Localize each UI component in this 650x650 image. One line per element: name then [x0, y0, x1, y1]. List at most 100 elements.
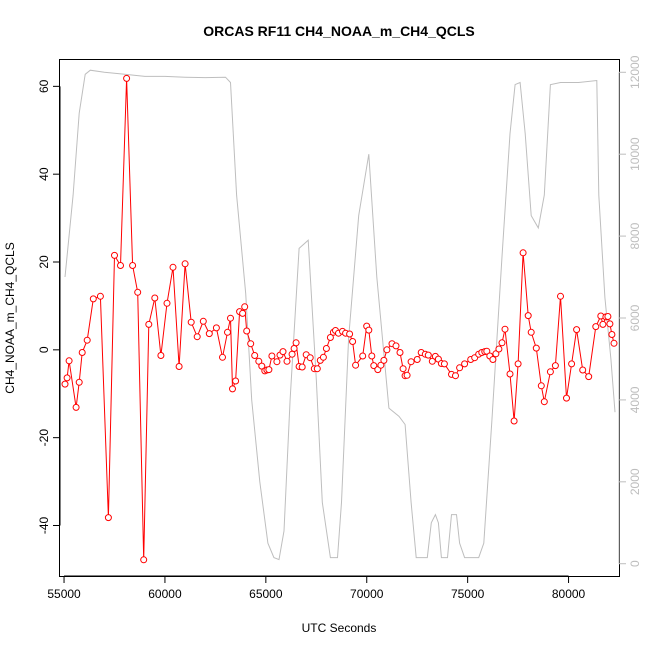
difference-line [64, 78, 615, 560]
data-point [519, 249, 527, 257]
data-point [546, 368, 554, 376]
data-point [568, 360, 576, 368]
data-point [243, 327, 251, 335]
data-point [349, 338, 357, 345]
data-point [551, 362, 559, 370]
data-point [346, 330, 354, 338]
data-point [579, 366, 587, 374]
data-point [78, 349, 86, 356]
data-point [61, 380, 69, 388]
x-tick-label: 65000 [249, 587, 283, 601]
data-point [510, 417, 518, 425]
data-point [370, 362, 378, 370]
data-point [145, 320, 153, 328]
y-axis-left: -40 -20 0 20 40 60 [37, 79, 61, 534]
difference-series [61, 74, 618, 564]
data-point [163, 299, 171, 307]
data-point [456, 364, 464, 372]
data-point [532, 344, 540, 352]
data-point [288, 350, 296, 358]
data-point [498, 339, 506, 347]
data-point [592, 323, 600, 331]
data-point [359, 352, 367, 360]
data-point [75, 378, 83, 386]
y-tick-label: 20 [37, 255, 51, 269]
data-point [524, 312, 532, 320]
y2-tick-label: 2000 [628, 468, 642, 495]
data-point [489, 356, 497, 363]
x-tick-label: 80000 [552, 587, 586, 601]
data-point [368, 352, 376, 360]
y-tick-label: -40 [37, 516, 51, 534]
data-point [604, 313, 612, 320]
data-point [365, 326, 373, 334]
data-point [219, 353, 226, 361]
x-tick-label: 75000 [451, 587, 485, 601]
data-point [89, 295, 97, 303]
data-point [506, 370, 514, 378]
data-point [563, 394, 570, 402]
data-point [224, 328, 231, 336]
data-point [134, 288, 142, 296]
data-point [537, 382, 545, 390]
data-point [193, 333, 201, 341]
y-tick-label: 0 [37, 346, 51, 353]
y2-tick-label: 12000 [628, 55, 642, 89]
data-point [495, 345, 503, 353]
y-axis-right: 0 2000 4000 6000 8000 10000 12000 [618, 55, 642, 567]
data-point [111, 251, 118, 259]
y2-tick-label: 6000 [628, 304, 642, 331]
data-point [72, 403, 80, 411]
data-point [239, 309, 247, 317]
x-tick-label: 60000 [148, 587, 182, 601]
data-point [407, 358, 415, 366]
y-tick-label: 60 [37, 79, 51, 93]
data-point [273, 358, 281, 366]
data-point [319, 353, 327, 361]
y2-tick-label: 4000 [628, 386, 642, 413]
data-point [96, 292, 104, 300]
data-point [608, 331, 616, 338]
data-point [227, 314, 234, 322]
y2-tick-label: 0 [628, 560, 642, 567]
data-point [247, 340, 255, 348]
y-tick-label: -20 [37, 429, 51, 447]
data-point [383, 346, 391, 354]
data-point [169, 263, 177, 271]
data-point [187, 318, 195, 326]
data-point [140, 556, 148, 564]
data-point [313, 365, 321, 373]
data-point [199, 317, 207, 325]
data-point [396, 349, 404, 356]
x-tick-label: 70000 [350, 587, 384, 601]
data-point [241, 303, 249, 311]
data-point [440, 360, 448, 368]
data-point [322, 345, 330, 352]
data-point [413, 356, 421, 363]
data-point [326, 334, 334, 341]
y-axis-label: CH4_NOAA_m_CH4_QCLS [3, 242, 17, 393]
y2-tick-label: 10000 [628, 137, 642, 171]
data-point [151, 294, 159, 302]
altitude-series [64, 69, 616, 561]
data-point [292, 339, 300, 347]
data-point [232, 377, 240, 385]
data-point [205, 330, 213, 338]
data-point [65, 357, 73, 365]
data-point [514, 360, 522, 368]
data-point [306, 354, 314, 362]
data-point [157, 352, 165, 359]
chart-title: ORCAS RF11 CH4_NOAA_m_CH4_QCLS [203, 23, 475, 39]
data-point [298, 363, 306, 371]
data-point [610, 339, 618, 347]
data-point [501, 325, 509, 333]
data-point [392, 342, 400, 350]
data-point [283, 357, 291, 365]
data-point [540, 398, 548, 406]
data-point [290, 345, 298, 352]
data-point [279, 348, 287, 356]
data-point [265, 366, 273, 374]
data-point [557, 292, 564, 300]
x-tick-label: 55000 [47, 587, 81, 601]
